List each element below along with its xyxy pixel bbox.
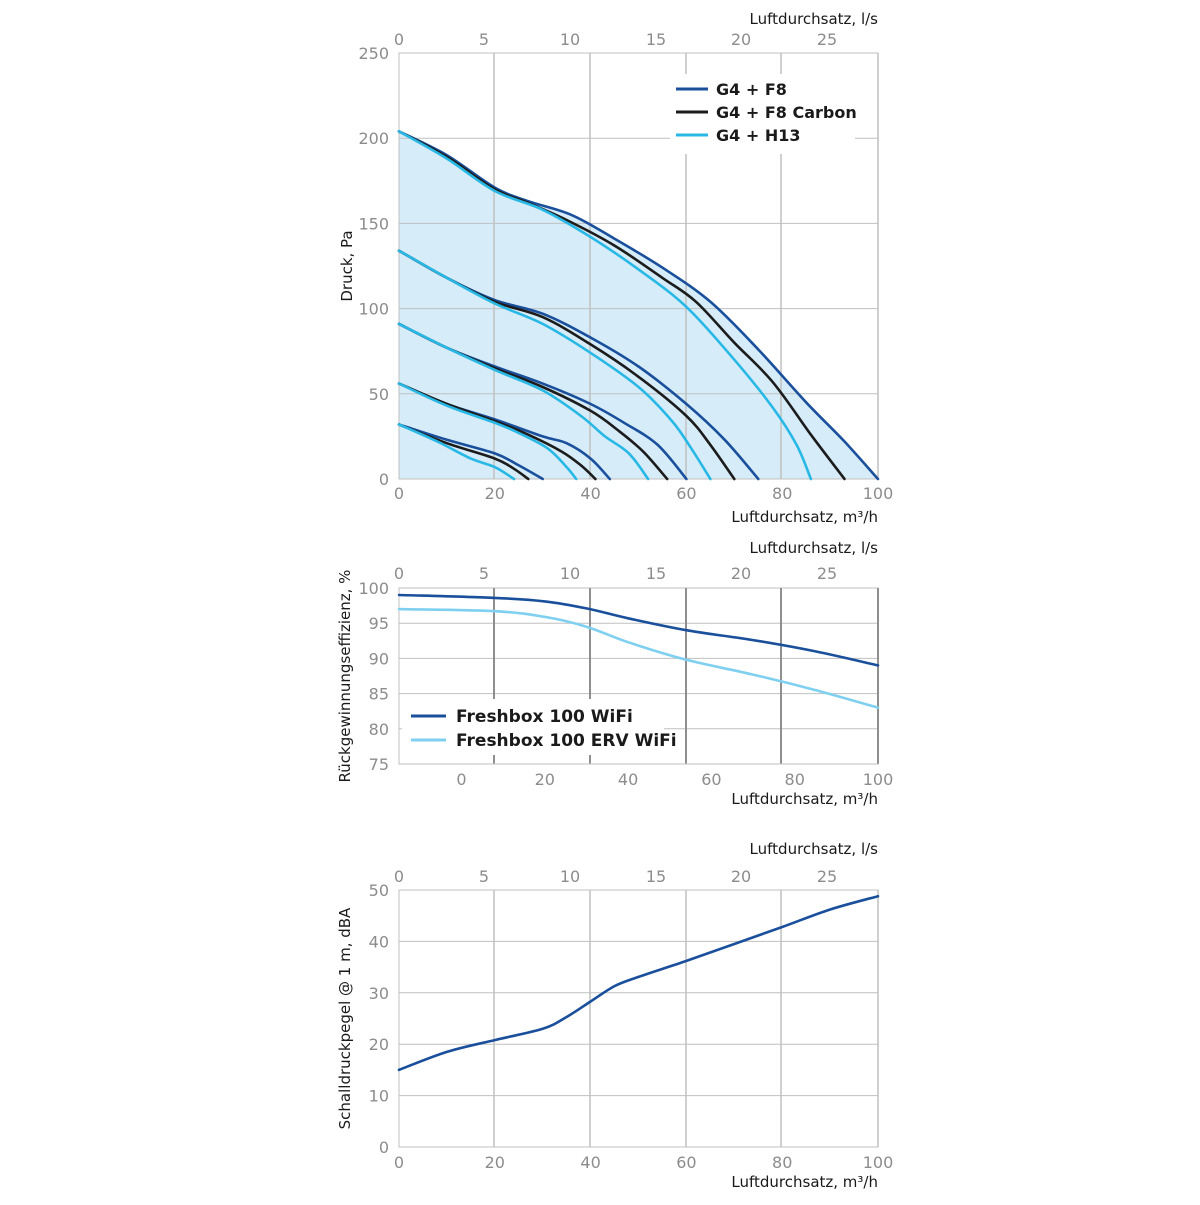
y-tick-label: 75 xyxy=(369,755,389,774)
y-tick-label: 100 xyxy=(358,300,389,319)
series-line xyxy=(397,607,880,709)
series-line xyxy=(397,423,544,481)
y-tick-label: 85 xyxy=(369,685,389,704)
top-tick-label: 20 xyxy=(731,30,751,49)
y-tick-label: 200 xyxy=(358,129,389,148)
y-tick-label: 150 xyxy=(358,214,389,233)
y-tick-label: 0 xyxy=(379,1138,389,1157)
y-tick-label: 50 xyxy=(369,385,389,404)
y-axis-title: Rückgewinnungseffizienz, % xyxy=(336,570,354,783)
noise-chart: 0 10 20 30 40 50 0 20 40 60 80 100 0 5 10 15 20 25 Luftdur… xyxy=(336,840,893,1191)
x-tick-label: 80 xyxy=(785,770,805,789)
legend-label: Freshbox 100 ERV WiFi xyxy=(456,731,677,751)
x-tick-label: 40 xyxy=(580,1153,600,1172)
x-tick-label: 80 xyxy=(772,1153,792,1172)
x-tick-label: 60 xyxy=(676,484,696,503)
series-line xyxy=(397,423,516,481)
series-line xyxy=(397,382,578,481)
y-tick-label: 250 xyxy=(358,44,389,63)
legend-label: Freshbox 100 WiFi xyxy=(456,707,633,727)
x-tick-label: 80 xyxy=(772,484,792,503)
x-tick-label: 100 xyxy=(863,770,894,789)
series-line xyxy=(397,322,650,481)
x-tick-label: 60 xyxy=(676,1153,696,1172)
legend-box xyxy=(402,699,664,755)
legend-label: G4 + F8 Carbon xyxy=(716,103,857,122)
x-tick-label: 0 xyxy=(394,484,404,503)
y-tick-label: 20 xyxy=(369,1035,389,1054)
efficiency-chart: 75 80 85 90 95 100 0 20 40 60 80 100 0 5 10 15 20 25 Luftd… xyxy=(336,539,893,808)
x-tick-label: 40 xyxy=(580,484,600,503)
pressure-chart: 0 50 100 150 200 250 0 20 40 60 80 100 0 5 10 15 20 25 Luf… xyxy=(338,10,893,526)
top-tick-label: 5 xyxy=(479,564,489,583)
bottom-axis-title: Luftdurchsatz, m³/h xyxy=(731,508,878,526)
x-tick-label: 100 xyxy=(863,484,894,503)
top-tick-label: 5 xyxy=(479,30,489,49)
top-axis-title: Luftdurchsatz, l/s xyxy=(750,539,879,557)
y-tick-label: 80 xyxy=(369,720,389,739)
top-tick-label: 25 xyxy=(817,30,837,49)
y-tick-label: 40 xyxy=(369,932,389,951)
y-tick-label: 95 xyxy=(369,614,389,633)
top-tick-label: 10 xyxy=(560,867,580,886)
top-tick-label: 0 xyxy=(394,867,404,886)
y-tick-label: 10 xyxy=(369,1087,389,1106)
y-tick-label: 50 xyxy=(369,881,389,900)
top-tick-label: 15 xyxy=(646,564,666,583)
top-tick-label: 15 xyxy=(646,30,666,49)
top-tick-label: 25 xyxy=(817,867,837,886)
top-tick-label: 20 xyxy=(731,867,751,886)
x-tick-label: 60 xyxy=(701,770,721,789)
top-tick-label: 0 xyxy=(394,30,404,49)
top-axis-title: Luftdurchsatz, l/s xyxy=(750,840,879,858)
series-line xyxy=(397,249,712,481)
plot-area xyxy=(398,889,879,1148)
bottom-axis-title: Luftdurchsatz, m³/h xyxy=(731,790,878,808)
top-axis-title: Luftdurchsatz, l/s xyxy=(750,10,879,28)
series-line xyxy=(397,130,880,481)
legend-label: G4 + F8 xyxy=(716,80,787,99)
x-tick-label: 0 xyxy=(456,770,466,789)
x-tick-label: 20 xyxy=(485,484,505,503)
bottom-axis-title: Luftdurchsatz, m³/h xyxy=(731,1173,878,1191)
top-tick-label: 5 xyxy=(479,867,489,886)
y-axis-title: Druck, Pa xyxy=(338,230,356,301)
top-tick-label: 10 xyxy=(560,30,580,49)
top-tick-label: 20 xyxy=(731,564,751,583)
y-tick-label: 30 xyxy=(369,984,389,1003)
x-tick-label: 20 xyxy=(485,1153,505,1172)
x-tick-label: 100 xyxy=(863,1153,894,1172)
operating-area xyxy=(399,131,878,479)
x-tick-label: 40 xyxy=(618,770,638,789)
top-tick-label: 15 xyxy=(646,867,666,886)
top-tick-label: 25 xyxy=(817,564,837,583)
top-tick-label: 10 xyxy=(560,564,580,583)
series-line xyxy=(397,894,880,1072)
x-tick-label: 0 xyxy=(394,1153,404,1172)
series-line xyxy=(397,382,597,481)
series-line xyxy=(397,593,880,667)
top-tick-label: 0 xyxy=(394,564,404,583)
y-tick-label: 90 xyxy=(369,649,389,668)
series-line xyxy=(397,130,846,481)
x-tick-label: 20 xyxy=(535,770,555,789)
legend-box xyxy=(670,74,855,154)
series-line xyxy=(397,130,813,481)
y-axis-title: Schalldruckpegel @ 1 m, dBA xyxy=(336,907,354,1129)
y-tick-label: 0 xyxy=(379,470,389,489)
legend-label: G4 + H13 xyxy=(716,126,800,145)
y-tick-label: 100 xyxy=(358,579,389,598)
